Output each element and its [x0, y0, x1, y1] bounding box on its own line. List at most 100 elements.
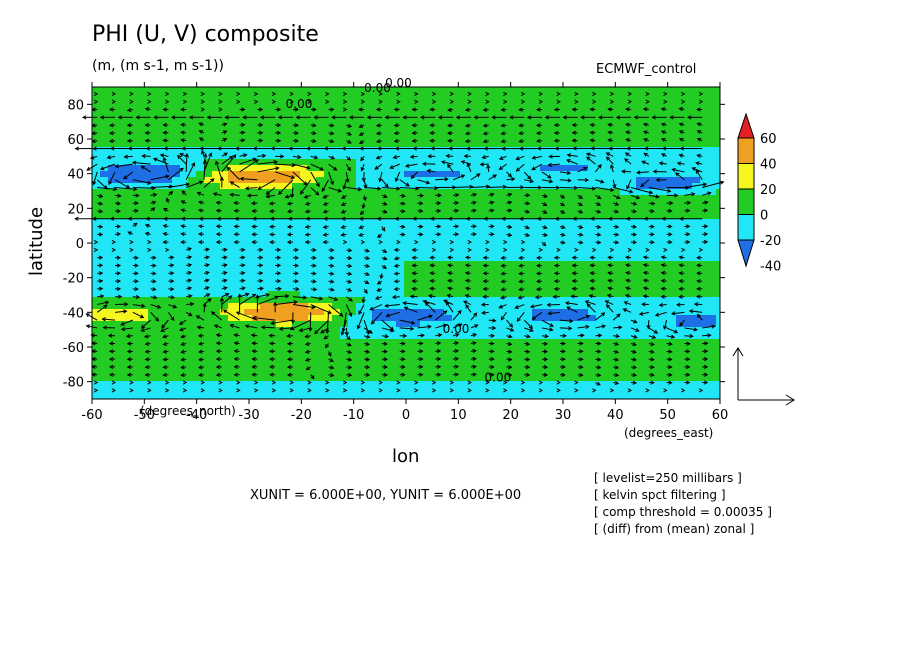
field-cell: [388, 135, 397, 142]
field-cell: [452, 195, 461, 202]
field-cell: [452, 183, 461, 190]
field-cell: [92, 117, 101, 124]
field-cell: [180, 183, 189, 190]
field-cell: [260, 309, 269, 316]
field-cell: [500, 171, 509, 178]
field-cell: [500, 273, 509, 280]
field-cell: [556, 393, 565, 400]
wind-arrow-head: [645, 99, 650, 104]
field-cell: [212, 189, 221, 196]
wind-arrow-head: [586, 156, 591, 161]
field-cell: [124, 105, 133, 112]
field-cell: [548, 303, 557, 310]
field-cell: [420, 147, 429, 154]
field-cell: [700, 309, 709, 316]
field-cell: [172, 177, 181, 184]
field-cell: [428, 135, 437, 142]
field-cell: [148, 363, 157, 370]
field-cell: [300, 375, 309, 382]
field-cell: [476, 357, 485, 364]
field-cell: [460, 141, 469, 148]
wind-arrow-head: [217, 146, 222, 151]
field-cell: [140, 339, 149, 346]
field-cell: [324, 225, 333, 232]
field-cell: [116, 255, 125, 262]
field-cell: [316, 351, 325, 358]
field-cell: [308, 327, 317, 334]
field-cell: [100, 393, 109, 400]
field-cell: [380, 159, 389, 166]
field-cell: [660, 315, 669, 322]
field-cell: [660, 207, 669, 214]
field-cell: [412, 237, 421, 244]
field-cell: [652, 261, 661, 268]
field-cell: [172, 213, 181, 220]
field-cell: [348, 327, 357, 334]
field-cell: [444, 291, 453, 298]
field-cell: [460, 123, 469, 130]
field-cell: [284, 159, 293, 166]
field-cell: [212, 213, 221, 220]
field-cell: [452, 255, 461, 262]
field-cell: [180, 147, 189, 154]
field-cell: [124, 351, 133, 358]
field-cell: [316, 321, 325, 328]
field-cell: [140, 261, 149, 268]
field-cell: [524, 159, 533, 166]
field-cell: [164, 111, 173, 118]
field-cell: [476, 243, 485, 250]
field-cell: [372, 105, 381, 112]
field-cell: [460, 93, 469, 100]
field-cell: [340, 117, 349, 124]
field-cell: [548, 177, 557, 184]
field-cell: [116, 369, 125, 376]
field-cell: [684, 177, 693, 184]
field-cell: [180, 249, 189, 256]
field-cell: [156, 387, 165, 394]
wind-arrow-head: [686, 115, 692, 120]
field-cell: [348, 363, 357, 370]
field-cell: [444, 375, 453, 382]
field-cell: [292, 219, 301, 226]
field-cell: [180, 237, 189, 244]
wind-arrow-head: [520, 91, 526, 97]
wind-arrow: [163, 157, 169, 173]
field-cell: [148, 153, 157, 160]
field-cell: [380, 375, 389, 382]
field-cell: [124, 297, 133, 304]
field-cell: [100, 357, 109, 364]
wind-arrow: [278, 179, 294, 195]
field-cell: [348, 279, 357, 286]
field-cell: [444, 201, 453, 208]
field-cell: [332, 381, 341, 388]
field-cell: [180, 213, 189, 220]
field-cell: [636, 249, 645, 256]
field-cell: [476, 315, 485, 322]
wind-arrow-head: [276, 107, 282, 112]
field-cell: [572, 189, 581, 196]
wind-arrow-head: [485, 91, 490, 97]
field-cell: [324, 303, 333, 310]
field-cell: [244, 393, 253, 400]
field-cell: [308, 309, 317, 316]
field-cell: [604, 363, 613, 370]
field-cell: [124, 249, 133, 256]
field-cell: [492, 321, 501, 328]
field-cell: [548, 381, 557, 388]
field-cell: [340, 141, 349, 148]
chart-title: PHI (U, V) composite: [92, 22, 319, 47]
field-cell: [364, 129, 373, 136]
field-cell: [428, 375, 437, 382]
field-cell: [452, 369, 461, 376]
field-cell: [92, 393, 101, 400]
field-cell: [300, 177, 309, 184]
field-cell: [116, 153, 125, 160]
field-cell: [452, 219, 461, 226]
field-cell: [148, 381, 157, 388]
field-cell: [388, 381, 397, 388]
field-cell: [372, 393, 381, 400]
field-cell: [628, 123, 637, 130]
field-cell: [132, 303, 141, 310]
field-cell: [676, 309, 685, 316]
field-cell: [508, 345, 517, 352]
